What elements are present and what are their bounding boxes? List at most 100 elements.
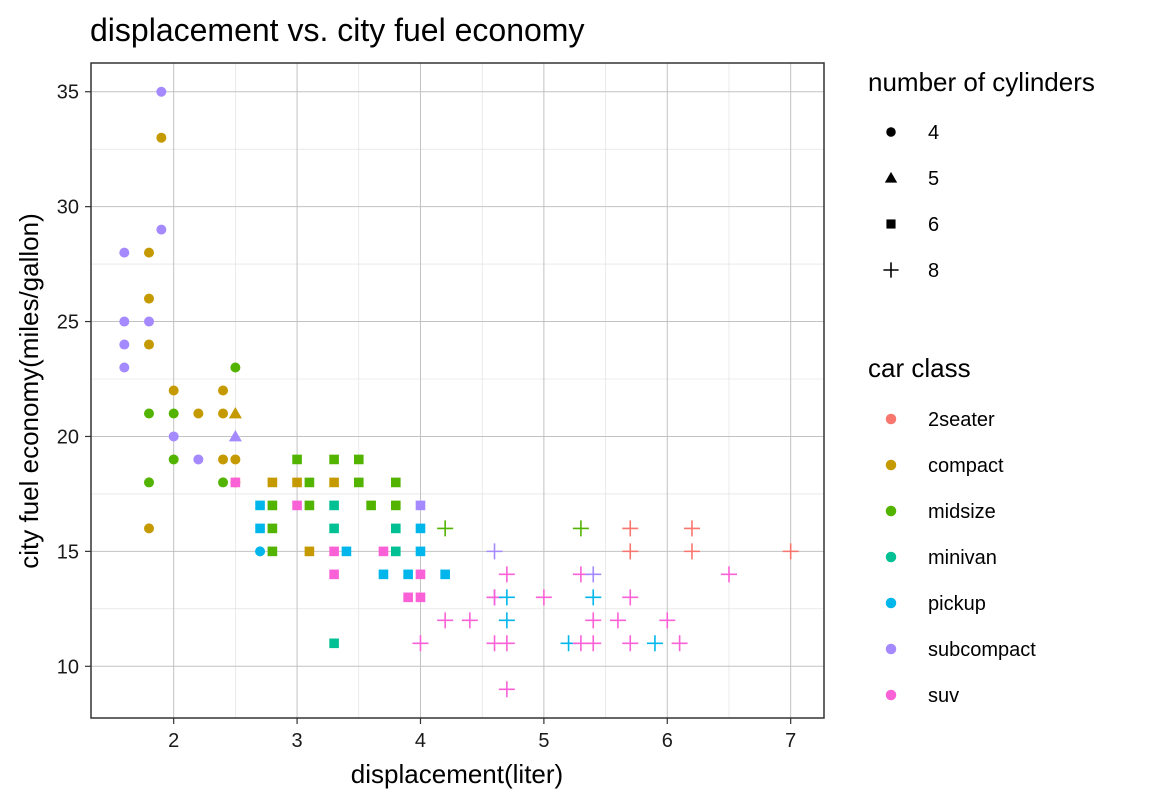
data-point	[378, 569, 389, 580]
data-point	[230, 454, 241, 465]
x-tick-label: 6	[662, 730, 673, 752]
data-point	[403, 569, 413, 580]
data-point	[415, 500, 426, 511]
data-point	[304, 477, 315, 488]
legend-label: 2seater	[928, 409, 995, 431]
legend-key	[885, 413, 897, 425]
data-point	[671, 635, 688, 652]
data-point	[498, 566, 515, 583]
legend-key	[886, 219, 896, 229]
data-point	[498, 612, 515, 629]
y-tick-label: 15	[57, 541, 79, 563]
data-point	[143, 247, 154, 258]
data-point	[461, 612, 478, 629]
data-point	[329, 500, 339, 511]
data-point	[329, 569, 339, 580]
data-point	[329, 477, 339, 488]
data-point	[585, 589, 602, 606]
panel-border	[90, 62, 825, 719]
data-point	[378, 546, 389, 557]
data-point	[440, 569, 450, 580]
x-tick-label: 3	[292, 730, 303, 752]
data-point	[535, 589, 552, 606]
legend-key	[883, 262, 899, 278]
data-point	[622, 520, 639, 537]
data-point	[341, 546, 352, 557]
legend-label: pickup	[928, 593, 986, 615]
y-tick-label: 25	[57, 312, 79, 334]
panel-background	[91, 63, 824, 718]
legend-label: subcompact	[928, 639, 1036, 661]
data-point	[646, 635, 663, 652]
data-point	[218, 477, 229, 488]
legend-label: suv	[928, 685, 959, 707]
data-point	[437, 520, 454, 537]
data-point	[329, 523, 339, 534]
data-point	[218, 385, 229, 396]
data-point	[659, 612, 676, 629]
legend-key	[884, 171, 898, 183]
y-tick-label: 30	[57, 197, 79, 219]
data-point	[329, 454, 339, 465]
data-point	[415, 523, 426, 534]
legend-label: 4	[928, 122, 939, 144]
x-tick-label: 2	[168, 730, 179, 752]
data-point	[255, 523, 265, 534]
data-point	[585, 566, 602, 583]
y-tick-label: 35	[57, 82, 79, 104]
legend-key	[885, 551, 897, 563]
y-tick-label: 10	[57, 656, 79, 678]
data-point	[119, 362, 130, 373]
data-point	[572, 520, 589, 537]
data-point	[390, 477, 401, 488]
data-point	[228, 429, 242, 442]
x-tick-label: 4	[415, 730, 426, 752]
data-point	[498, 635, 515, 652]
y-tick-label: 20	[57, 426, 79, 448]
legend-label: minivan	[928, 547, 997, 569]
legend-label: 6	[928, 214, 939, 236]
legend-key	[885, 643, 897, 655]
data-point	[156, 224, 167, 235]
data-point	[486, 543, 503, 560]
data-point	[143, 408, 154, 419]
legend-key	[886, 127, 896, 137]
plot-panel	[91, 63, 824, 718]
data-point	[622, 589, 639, 606]
x-tick-label: 5	[538, 730, 549, 752]
legend-title: number of cylinders	[868, 67, 1095, 97]
data-points	[119, 86, 799, 698]
data-point	[255, 546, 266, 557]
data-point	[168, 454, 179, 465]
data-point	[228, 406, 242, 419]
data-point	[390, 546, 401, 557]
data-point	[292, 500, 302, 511]
legend-key	[885, 597, 897, 609]
data-point	[782, 543, 799, 560]
data-point	[498, 589, 515, 606]
data-point	[193, 408, 204, 419]
data-point	[415, 569, 426, 580]
y-axis-title: city fuel economy(miles/gallon)	[14, 213, 44, 568]
data-point	[622, 635, 639, 652]
chart-title: displacement vs. city fuel economy	[90, 12, 584, 48]
data-point	[415, 592, 426, 603]
data-point	[218, 408, 229, 419]
legend-label: 5	[928, 168, 939, 190]
data-point	[168, 431, 179, 442]
data-point	[143, 523, 154, 534]
data-point	[292, 454, 302, 465]
legend-key	[885, 689, 897, 701]
x-axis-title: displacement(liter)	[351, 759, 563, 789]
data-point	[720, 566, 737, 583]
data-point	[267, 523, 278, 534]
data-point	[329, 546, 339, 557]
legend-title: car class	[868, 353, 971, 383]
legend-label: compact	[928, 455, 1004, 477]
legend-label: 8	[928, 260, 939, 282]
data-point	[304, 500, 315, 511]
data-point	[193, 454, 204, 465]
data-point	[168, 385, 179, 396]
data-point	[267, 546, 278, 557]
